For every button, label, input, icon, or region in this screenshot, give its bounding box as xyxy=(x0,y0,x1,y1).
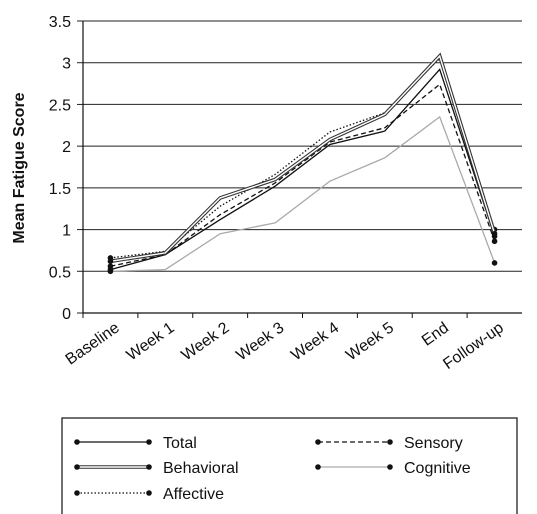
series-line-total xyxy=(110,68,496,271)
axes xyxy=(82,21,522,314)
y-tick-label: 2.5 xyxy=(49,97,71,114)
data-point-sensory xyxy=(107,263,114,270)
y-tick-label: 3 xyxy=(62,56,71,73)
y-axis-label: Mean Fatigue Score xyxy=(11,92,28,243)
legend-label-affective: Affective xyxy=(163,486,224,503)
series-line-cognitive xyxy=(110,115,496,272)
legend-marker-total xyxy=(146,439,152,445)
data-point-sensory xyxy=(491,238,498,245)
series-line-behavioral-inner xyxy=(110,54,496,262)
series-line-sensory xyxy=(110,83,496,267)
series-lines xyxy=(107,52,498,275)
y-tick-labels: 0 0.5 1 1.5 2 2.5 3 3.5 xyxy=(49,14,71,323)
legend-marker-sensory xyxy=(387,439,393,445)
data-point-cognitive xyxy=(491,260,498,266)
data-point-behavioral xyxy=(491,230,498,237)
legend-label-behavioral: Behavioral xyxy=(163,460,239,477)
data-point-behavioral xyxy=(107,258,114,265)
x-tick-label: Baseline xyxy=(63,319,123,368)
legend-marker-cognitive xyxy=(387,464,393,470)
legend-label-sensory: Sensory xyxy=(404,435,463,452)
legend-box xyxy=(61,417,518,514)
x-tick-label: End xyxy=(419,319,452,349)
gridlines xyxy=(77,20,522,314)
legend-marker-affective xyxy=(146,490,152,496)
legend-marker-cognitive xyxy=(315,464,321,470)
y-tick-label: 0.5 xyxy=(49,264,71,281)
x-tick-labels: Baseline Week 1 Week 2 Week 3 Week 4 Week 5 En… xyxy=(63,313,507,373)
legend-marker-affective xyxy=(74,490,80,496)
y-tick-label: 1.5 xyxy=(49,181,71,198)
y-tick-label: 2 xyxy=(62,139,71,156)
legend-marker-sensory xyxy=(315,439,321,445)
x-tick-label: Follow-up xyxy=(440,319,507,373)
y-tick-label: 1 xyxy=(62,223,71,240)
x-tick-label: Week 1 xyxy=(124,319,178,364)
legend-label-total: Total xyxy=(163,435,197,452)
x-tick-label: Week 3 xyxy=(233,319,287,364)
y-tick-label: 0 xyxy=(62,306,71,323)
legend-label-cognitive: Cognitive xyxy=(404,460,471,477)
x-tick-label: Week 2 xyxy=(179,319,233,364)
legend: Total Behavioral Affective Sensory Cognitive xyxy=(61,417,518,514)
x-tick-label: Week 5 xyxy=(343,319,397,364)
legend-marker-total xyxy=(74,439,80,445)
x-tick-label: Week 4 xyxy=(288,319,342,364)
y-tick-label: 3.5 xyxy=(49,14,71,31)
legend-marker-behavioral xyxy=(74,464,80,470)
legend-marker-behavioral xyxy=(146,464,152,470)
